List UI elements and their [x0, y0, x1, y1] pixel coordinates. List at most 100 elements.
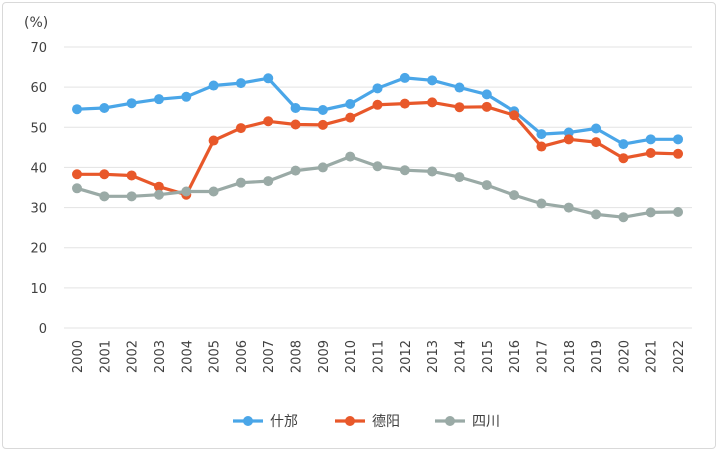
chart-frame: [2, 2, 716, 449]
data-point: [99, 191, 110, 202]
data-point: [591, 137, 602, 148]
data-point: [72, 104, 82, 115]
x-tick-label: 2017: [535, 340, 550, 373]
data-point: [673, 134, 684, 145]
data-point: [591, 123, 602, 134]
data-point: [536, 129, 547, 140]
data-point: [99, 169, 110, 180]
legend-item: 德阳: [335, 414, 400, 430]
y-tick-label: 30: [30, 202, 47, 217]
y-tick-label: 50: [30, 121, 47, 136]
data-point: [645, 134, 656, 145]
data-point: [126, 170, 137, 181]
data-point: [126, 98, 137, 109]
x-tick-label: 2007: [262, 340, 277, 373]
data-point: [481, 101, 492, 112]
data-point: [399, 165, 410, 176]
data-point: [72, 183, 82, 194]
data-point: [372, 161, 383, 172]
data-point: [399, 72, 410, 83]
y-axis-ticks: 0 10 20 30 40 50 60 70: [30, 41, 47, 337]
data-point: [563, 134, 574, 145]
data-point: [208, 135, 219, 146]
legend-item: 什邡: [233, 413, 298, 430]
data-point: [509, 190, 520, 201]
data-point: [235, 177, 246, 188]
x-tick-label: 2003: [153, 340, 168, 373]
data-point: [345, 112, 356, 123]
data-point: [317, 162, 328, 173]
legend-swatch-marker: [243, 416, 253, 426]
data-point: [235, 78, 246, 89]
y-axis-unit-label: (%): [24, 15, 48, 31]
x-tick-label: 2011: [372, 340, 387, 373]
data-point: [536, 198, 547, 209]
data-point: [673, 148, 684, 159]
x-tick-label: 2014: [453, 340, 468, 373]
x-tick-label: 2019: [590, 340, 605, 373]
x-tick-label: 2010: [344, 340, 359, 373]
x-tick-label: 2008: [290, 340, 305, 373]
x-axis-ticks: 2000 2001 2002 2003 2004 2005 2006 2007 2008 2009…: [71, 340, 687, 373]
x-tick-label: 2009: [317, 340, 332, 373]
x-tick-label: 2013: [426, 340, 441, 373]
data-point: [509, 110, 520, 121]
series-1: [72, 72, 684, 150]
data-point: [536, 141, 547, 152]
data-point: [181, 186, 192, 197]
data-point: [618, 139, 629, 150]
data-point: [181, 91, 192, 102]
data-point: [618, 212, 629, 223]
y-tick-label: 40: [30, 161, 47, 176]
data-point: [372, 99, 383, 110]
x-tick-label: 2016: [508, 340, 523, 373]
x-tick-label: 2012: [399, 340, 414, 373]
data-point: [345, 99, 356, 110]
legend-swatch-marker: [345, 416, 355, 426]
series-3: [72, 151, 684, 223]
data-point: [345, 151, 356, 162]
x-tick-label: 2018: [563, 340, 578, 373]
data-point: [645, 147, 656, 158]
x-tick-label: 2015: [481, 340, 496, 373]
data-point: [153, 94, 164, 105]
legend-item: 四川: [435, 414, 500, 430]
data-point: [153, 189, 164, 200]
x-tick-label: 2005: [208, 340, 223, 373]
x-tick-label: 2004: [180, 340, 195, 373]
data-point: [399, 98, 410, 109]
data-point: [618, 153, 629, 164]
data-point: [290, 119, 301, 130]
data-point: [454, 172, 465, 183]
data-point: [454, 82, 465, 93]
data-point: [481, 180, 492, 191]
y-tick-label: 10: [30, 282, 47, 297]
series-group: [72, 72, 684, 223]
data-point: [290, 165, 301, 176]
data-point: [263, 176, 274, 187]
data-point: [208, 80, 219, 91]
data-point: [645, 207, 656, 218]
data-point: [99, 103, 110, 114]
legend-label: 四川: [472, 414, 500, 430]
data-point: [263, 116, 274, 127]
y-tick-label: 60: [30, 81, 47, 96]
data-point: [153, 181, 164, 192]
data-point: [427, 75, 438, 86]
x-tick-label: 2001: [98, 340, 113, 373]
data-point: [208, 186, 219, 197]
x-tick-label: 2002: [126, 340, 141, 373]
data-point: [263, 73, 274, 84]
data-point: [372, 83, 383, 94]
data-point: [290, 103, 301, 114]
series-line: [75, 100, 680, 197]
y-tick-label: 0: [39, 322, 47, 337]
x-tick-label: 2020: [617, 340, 632, 373]
x-tick-label: 2021: [645, 340, 660, 373]
legend: 什邡 德阳 四川: [233, 413, 500, 430]
data-point: [317, 119, 328, 130]
x-tick-label: 2006: [235, 340, 250, 373]
series-2: [72, 97, 684, 200]
legend-swatch-marker: [445, 416, 455, 426]
